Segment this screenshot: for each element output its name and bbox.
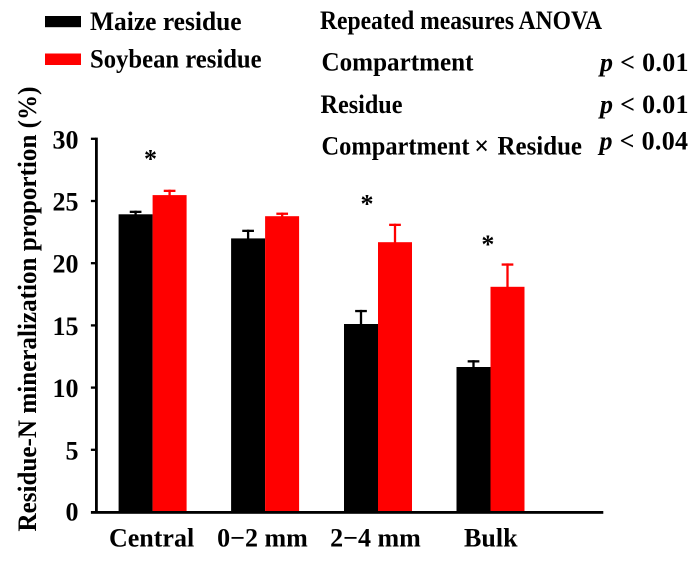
svg-text:20: 20 [53, 250, 79, 279]
svg-text:Soybean residue: Soybean residue [90, 45, 262, 74]
svg-text:Compartment×Residue: Compartment × Residue [322, 131, 583, 160]
svg-text:Compartment: Compartment [322, 47, 474, 76]
svg-text:Maize residue: Maize residue [90, 7, 242, 36]
svg-text:Central: Central [109, 524, 194, 553]
svg-text:15: 15 [53, 312, 79, 341]
svg-text:0: 0 [66, 498, 79, 527]
svg-text:*: * [144, 145, 157, 174]
svg-text:0−2 mm: 0−2 mm [217, 524, 308, 553]
svg-text:*: * [481, 230, 494, 259]
svg-text:p < 0.01: p < 0.01 [598, 48, 689, 77]
svg-text:Bulk: Bulk [464, 524, 518, 553]
svg-text:Repeated measures ANOVA: Repeated measures ANOVA [320, 6, 602, 35]
svg-text:2−4 mm: 2−4 mm [330, 524, 421, 553]
svg-text:Residue-N mineralization propo: Residue-N mineralization proportion (%) [13, 87, 42, 532]
svg-text:*: * [361, 190, 374, 219]
svg-text:5: 5 [66, 436, 79, 465]
svg-text:p < 0.01: p < 0.01 [598, 90, 689, 119]
svg-text:Residue: Residue [321, 90, 403, 119]
svg-text:25: 25 [53, 188, 79, 217]
svg-text:p < 0.04: p < 0.04 [598, 127, 689, 156]
svg-text:30: 30 [53, 125, 79, 154]
svg-text:10: 10 [53, 374, 79, 403]
